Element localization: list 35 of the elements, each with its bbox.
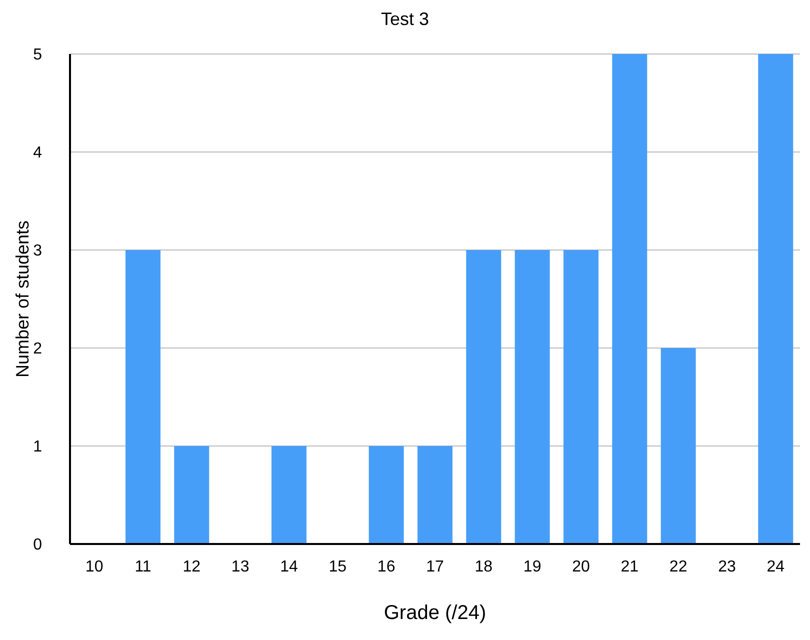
y-tick-label: 1 bbox=[33, 438, 42, 456]
y-tick-label: 3 bbox=[33, 242, 42, 260]
bar bbox=[466, 250, 502, 544]
x-tick-label: 10 bbox=[85, 558, 104, 576]
x-tick-label: 12 bbox=[182, 558, 201, 576]
x-tick-label: 13 bbox=[231, 558, 250, 576]
bar bbox=[660, 348, 696, 544]
bar bbox=[271, 446, 306, 544]
bar bbox=[563, 250, 598, 544]
x-tick-label: 17 bbox=[426, 558, 444, 576]
y-tick-label: 5 bbox=[33, 46, 42, 64]
bar bbox=[758, 54, 794, 544]
bar bbox=[417, 446, 452, 544]
bar bbox=[125, 250, 160, 544]
x-tick-label: 21 bbox=[620, 558, 639, 576]
x-tick-label: 14 bbox=[280, 558, 298, 576]
x-tick-label: 19 bbox=[523, 558, 542, 576]
chart-title: Test 3 bbox=[380, 8, 430, 31]
x-tick-label: 24 bbox=[766, 558, 785, 576]
x-tick-label: 22 bbox=[669, 558, 688, 576]
x-tick-label: 15 bbox=[328, 558, 347, 576]
bar bbox=[174, 446, 210, 544]
bar bbox=[514, 250, 550, 544]
x-tick-label: 11 bbox=[134, 558, 152, 576]
x-tick-label: 18 bbox=[474, 558, 493, 576]
y-tick-label: 4 bbox=[33, 144, 42, 162]
x-tick-label: 16 bbox=[377, 558, 396, 576]
y-axis-title: Number of students bbox=[12, 220, 32, 378]
bar bbox=[368, 446, 404, 544]
x-axis-title: Grade (/24) bbox=[384, 602, 486, 624]
x-tick-label: 20 bbox=[572, 558, 590, 576]
y-tick-label: 2 bbox=[33, 340, 42, 358]
x-tick-label: 23 bbox=[718, 558, 736, 576]
bar bbox=[612, 54, 648, 544]
y-tick-label: 0 bbox=[33, 536, 42, 554]
